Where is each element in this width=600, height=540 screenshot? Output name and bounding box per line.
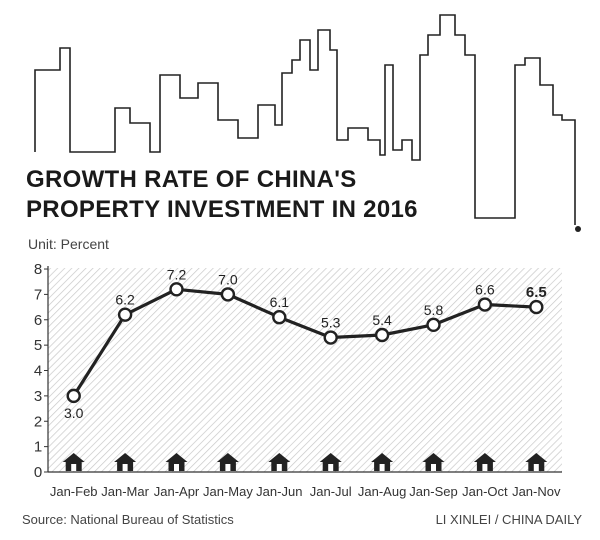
data-label: 6.2	[115, 292, 135, 308]
x-tick-label: Jan-Jul	[310, 484, 352, 499]
y-tick-label: 0	[34, 464, 42, 481]
y-tick-label: 1	[34, 439, 42, 456]
y-tick-label: 2	[34, 413, 42, 430]
y-tick-label: 5	[34, 337, 42, 354]
x-tick-label: Jan-Jun	[256, 484, 302, 499]
x-tick-label: Jan-May	[203, 484, 253, 499]
y-tick-group: 0 1 2 3 4 5 6 7 8	[34, 261, 48, 481]
data-point	[530, 301, 542, 313]
data-point	[119, 309, 131, 321]
y-tick-label: 8	[34, 261, 42, 278]
infographic: GROWTH RATE OF CHINA'S PROPERTY INVESTME…	[0, 0, 600, 540]
data-point	[171, 283, 183, 295]
line-chart: 012345678 Jan-FebJan-MarJan-AprJan-MayJa…	[0, 0, 600, 540]
x-tick-label: Jan-Aug	[358, 484, 406, 499]
data-label: 5.3	[321, 315, 341, 331]
data-label: 6.5	[526, 284, 547, 301]
data-label: 3.0	[64, 405, 84, 421]
y-tick-label: 6	[34, 312, 42, 329]
x-tick-label: Jan-Apr	[154, 484, 200, 499]
data-point	[376, 329, 388, 341]
x-tick-label: Jan-Feb	[50, 484, 98, 499]
data-point	[325, 332, 337, 344]
data-point	[273, 311, 285, 323]
y-tick-label: 7	[34, 286, 42, 303]
data-point	[222, 288, 234, 300]
data-label: 7.2	[167, 266, 187, 282]
x-tick-label: Jan-Sep	[409, 484, 457, 499]
data-point	[428, 319, 440, 331]
data-label: 5.8	[424, 302, 444, 318]
data-point	[68, 390, 80, 402]
x-tick-label: Jan-Nov	[512, 484, 561, 499]
data-label: 5.4	[372, 312, 392, 328]
y-tick-label: 4	[34, 363, 42, 380]
x-tick-label: Jan-Oct	[462, 484, 508, 499]
data-label: 6.6	[475, 282, 495, 298]
data-label: 7.0	[218, 271, 238, 287]
credit-note: LI XINLEI / CHINA DAILY	[436, 512, 582, 527]
data-point	[479, 299, 491, 311]
x-tick-label: Jan-Mar	[101, 484, 149, 499]
y-tick-label: 3	[34, 388, 42, 405]
data-label: 6.1	[270, 294, 290, 310]
x-tick-group: Jan-FebJan-Mar Jan-AprJan-MayJan-Jun Jan-J…	[50, 484, 561, 499]
source-note: Source: National Bureau of Statistics	[22, 512, 234, 527]
